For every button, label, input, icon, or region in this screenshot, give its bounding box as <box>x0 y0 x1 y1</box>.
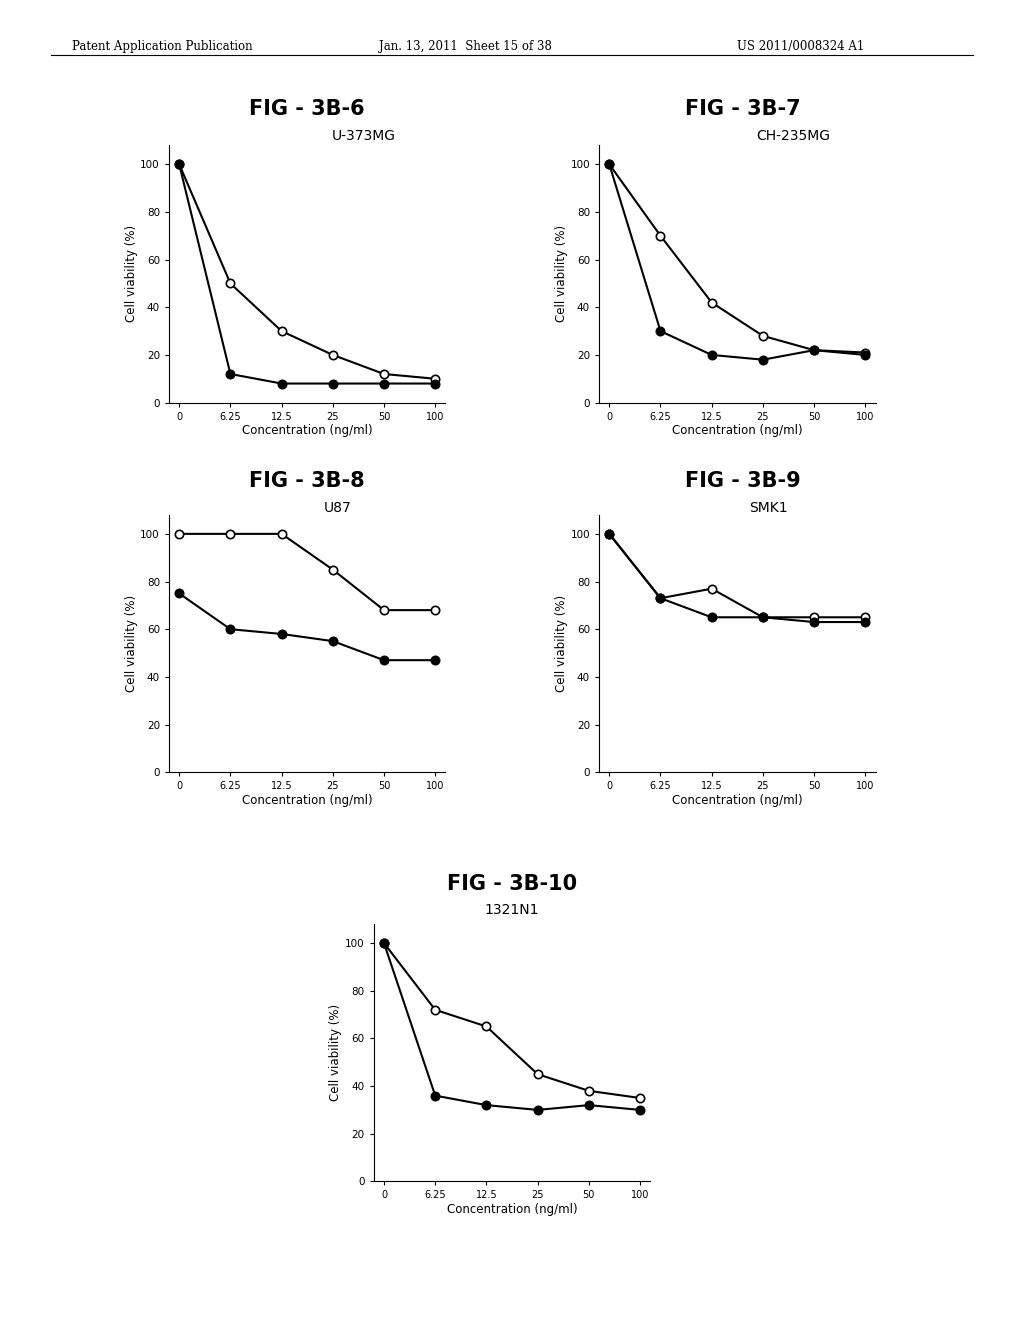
Text: SMK1: SMK1 <box>749 500 787 515</box>
Text: Patent Application Publication: Patent Application Publication <box>72 40 252 53</box>
Y-axis label: Cell viability (%): Cell viability (%) <box>555 226 567 322</box>
Text: FIG - 3B-10: FIG - 3B-10 <box>446 874 578 894</box>
Text: FIG - 3B-8: FIG - 3B-8 <box>250 471 365 491</box>
X-axis label: Concentration (ng/ml): Concentration (ng/ml) <box>672 425 803 437</box>
Text: FIG - 3B-9: FIG - 3B-9 <box>684 471 801 491</box>
Text: U-373MG: U-373MG <box>332 128 395 143</box>
Text: CH-235MG: CH-235MG <box>757 128 830 143</box>
X-axis label: Concentration (ng/ml): Concentration (ng/ml) <box>446 1204 578 1216</box>
Y-axis label: Cell viability (%): Cell viability (%) <box>125 595 137 692</box>
Y-axis label: Cell viability (%): Cell viability (%) <box>555 595 567 692</box>
Text: U87: U87 <box>324 500 352 515</box>
X-axis label: Concentration (ng/ml): Concentration (ng/ml) <box>672 795 803 807</box>
Y-axis label: Cell viability (%): Cell viability (%) <box>125 226 137 322</box>
Y-axis label: Cell viability (%): Cell viability (%) <box>330 1005 342 1101</box>
X-axis label: Concentration (ng/ml): Concentration (ng/ml) <box>242 795 373 807</box>
Text: Jan. 13, 2011  Sheet 15 of 38: Jan. 13, 2011 Sheet 15 of 38 <box>379 40 552 53</box>
Text: FIG - 3B-7: FIG - 3B-7 <box>685 99 800 119</box>
Text: 1321N1: 1321N1 <box>484 903 540 917</box>
Text: FIG - 3B-6: FIG - 3B-6 <box>250 99 365 119</box>
X-axis label: Concentration (ng/ml): Concentration (ng/ml) <box>242 425 373 437</box>
Text: US 2011/0008324 A1: US 2011/0008324 A1 <box>737 40 864 53</box>
